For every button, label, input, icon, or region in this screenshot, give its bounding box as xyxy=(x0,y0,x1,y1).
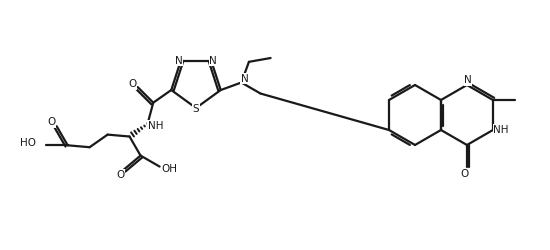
Text: O: O xyxy=(129,79,137,89)
Text: O: O xyxy=(117,170,125,180)
Text: S: S xyxy=(192,104,199,114)
Text: O: O xyxy=(47,117,56,127)
Text: N: N xyxy=(464,75,472,85)
Text: N: N xyxy=(175,56,183,66)
Text: OH: OH xyxy=(162,164,178,173)
Text: HO: HO xyxy=(20,138,36,148)
Text: O: O xyxy=(461,169,469,179)
Text: N: N xyxy=(240,74,248,84)
Text: NH: NH xyxy=(493,125,509,135)
Text: NH: NH xyxy=(148,121,163,131)
Text: N: N xyxy=(210,56,217,66)
